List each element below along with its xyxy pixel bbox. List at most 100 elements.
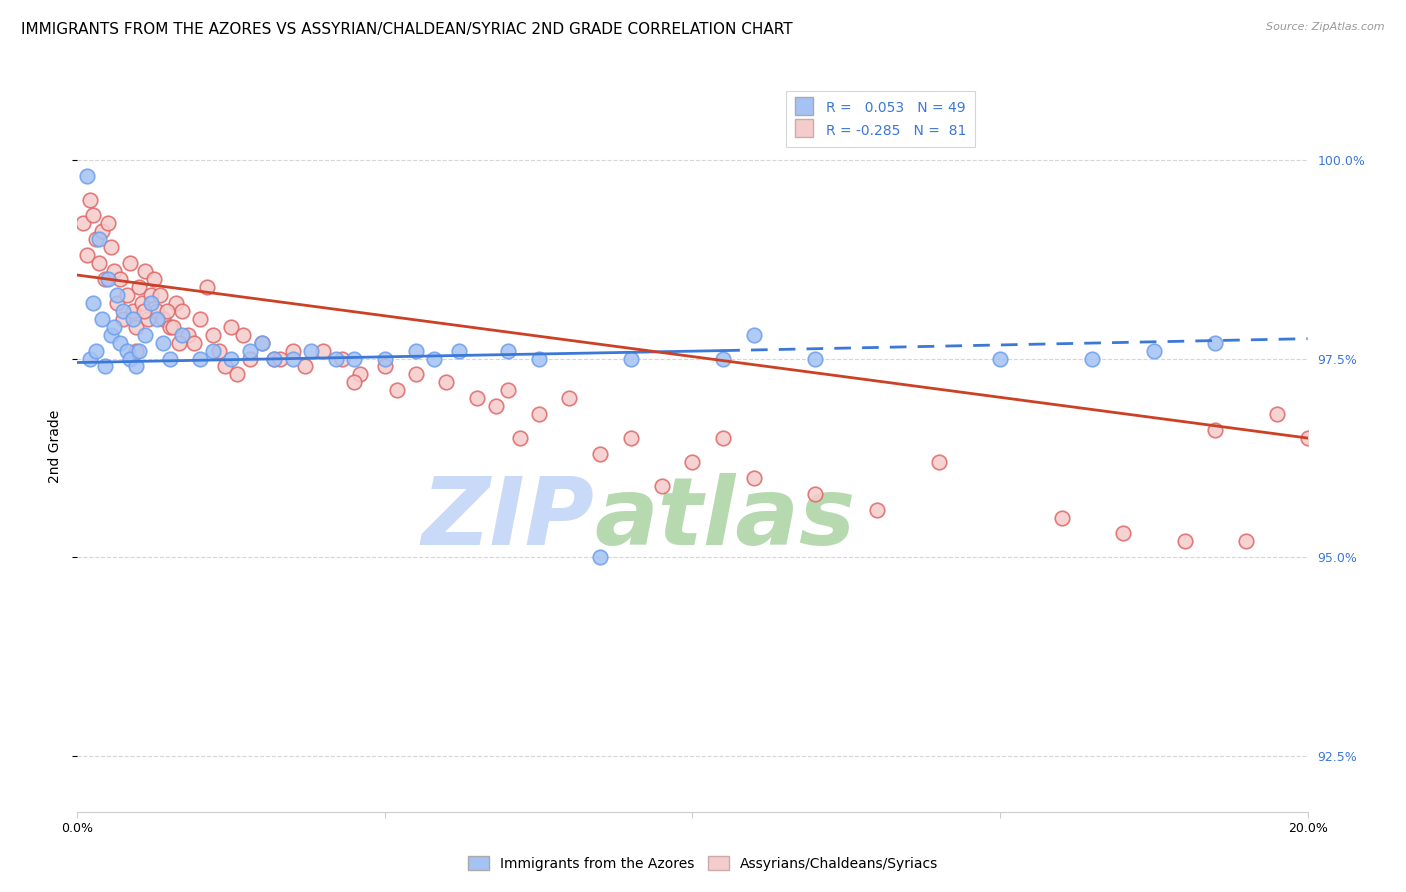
Point bbox=[496, 343, 519, 358]
Point bbox=[651, 479, 673, 493]
Point bbox=[1081, 351, 1104, 366]
Point bbox=[115, 288, 138, 302]
Point bbox=[94, 272, 117, 286]
Point bbox=[742, 327, 765, 342]
Point bbox=[387, 384, 409, 398]
Point bbox=[136, 311, 159, 326]
Point bbox=[97, 216, 120, 230]
Point bbox=[121, 311, 143, 326]
Point bbox=[436, 376, 458, 390]
Point bbox=[201, 343, 224, 358]
Point bbox=[299, 343, 322, 358]
Point bbox=[195, 280, 218, 294]
Point bbox=[226, 368, 249, 382]
Point bbox=[125, 319, 148, 334]
Point bbox=[112, 303, 135, 318]
Point bbox=[100, 327, 122, 342]
Point bbox=[405, 368, 427, 382]
Point bbox=[94, 359, 117, 374]
Point bbox=[128, 280, 150, 294]
Point bbox=[711, 351, 734, 366]
Point bbox=[84, 232, 107, 246]
Point bbox=[134, 327, 156, 342]
Point bbox=[250, 335, 273, 350]
Point bbox=[72, 216, 94, 230]
Point bbox=[165, 296, 187, 310]
Point bbox=[100, 240, 122, 254]
Point bbox=[146, 303, 169, 318]
Point bbox=[263, 351, 285, 366]
Point bbox=[141, 288, 163, 302]
Point bbox=[496, 384, 519, 398]
Point bbox=[170, 327, 193, 342]
Point bbox=[105, 296, 128, 310]
Point bbox=[620, 351, 643, 366]
Point bbox=[159, 351, 181, 366]
Point bbox=[118, 256, 141, 270]
Point bbox=[90, 311, 114, 326]
Point bbox=[115, 343, 138, 358]
Point bbox=[1112, 526, 1135, 541]
Point bbox=[90, 224, 114, 238]
Legend: Immigrants from the Azores, Assyrians/Chaldeans/Syriacs: Immigrants from the Azores, Assyrians/Ch… bbox=[463, 850, 943, 876]
Point bbox=[82, 209, 104, 223]
Point bbox=[103, 319, 125, 334]
Point bbox=[312, 343, 335, 358]
Point bbox=[149, 288, 172, 302]
Point bbox=[263, 351, 285, 366]
Point bbox=[84, 343, 107, 358]
Point bbox=[447, 343, 470, 358]
Point bbox=[214, 359, 236, 374]
Point bbox=[294, 359, 316, 374]
Point bbox=[97, 272, 120, 286]
Point bbox=[162, 319, 184, 334]
Point bbox=[269, 351, 291, 366]
Point bbox=[167, 335, 190, 350]
Point bbox=[742, 471, 765, 485]
Point bbox=[239, 343, 262, 358]
Point bbox=[201, 327, 224, 342]
Point bbox=[423, 351, 446, 366]
Point bbox=[82, 296, 104, 310]
Point bbox=[105, 288, 128, 302]
Point bbox=[143, 272, 166, 286]
Point bbox=[325, 351, 347, 366]
Point bbox=[118, 351, 141, 366]
Point bbox=[208, 343, 231, 358]
Point bbox=[589, 447, 612, 461]
Point bbox=[152, 335, 174, 350]
Point bbox=[79, 351, 101, 366]
Point bbox=[219, 319, 242, 334]
Point bbox=[682, 455, 704, 469]
Point bbox=[103, 264, 125, 278]
Point bbox=[804, 486, 827, 500]
Point bbox=[1204, 335, 1226, 350]
Point bbox=[988, 351, 1011, 366]
Point bbox=[527, 351, 550, 366]
Point bbox=[558, 392, 581, 406]
Point bbox=[1296, 431, 1319, 445]
Point bbox=[343, 376, 366, 390]
Point bbox=[232, 327, 254, 342]
Point bbox=[79, 193, 101, 207]
Point bbox=[76, 169, 98, 183]
Point bbox=[866, 502, 889, 516]
Point bbox=[928, 455, 950, 469]
Point bbox=[141, 296, 163, 310]
Point bbox=[589, 550, 612, 565]
Point bbox=[349, 368, 371, 382]
Text: ZIP: ZIP bbox=[422, 473, 595, 566]
Point bbox=[112, 311, 135, 326]
Point bbox=[330, 351, 353, 366]
Point bbox=[219, 351, 242, 366]
Point bbox=[1143, 343, 1166, 358]
Point bbox=[121, 303, 143, 318]
Text: atlas: atlas bbox=[595, 473, 855, 566]
Point bbox=[87, 232, 110, 246]
Point bbox=[1265, 407, 1288, 421]
Point bbox=[183, 335, 205, 350]
Point bbox=[250, 335, 273, 350]
Point bbox=[188, 351, 212, 366]
Text: Source: ZipAtlas.com: Source: ZipAtlas.com bbox=[1267, 22, 1385, 32]
Point bbox=[110, 272, 132, 286]
